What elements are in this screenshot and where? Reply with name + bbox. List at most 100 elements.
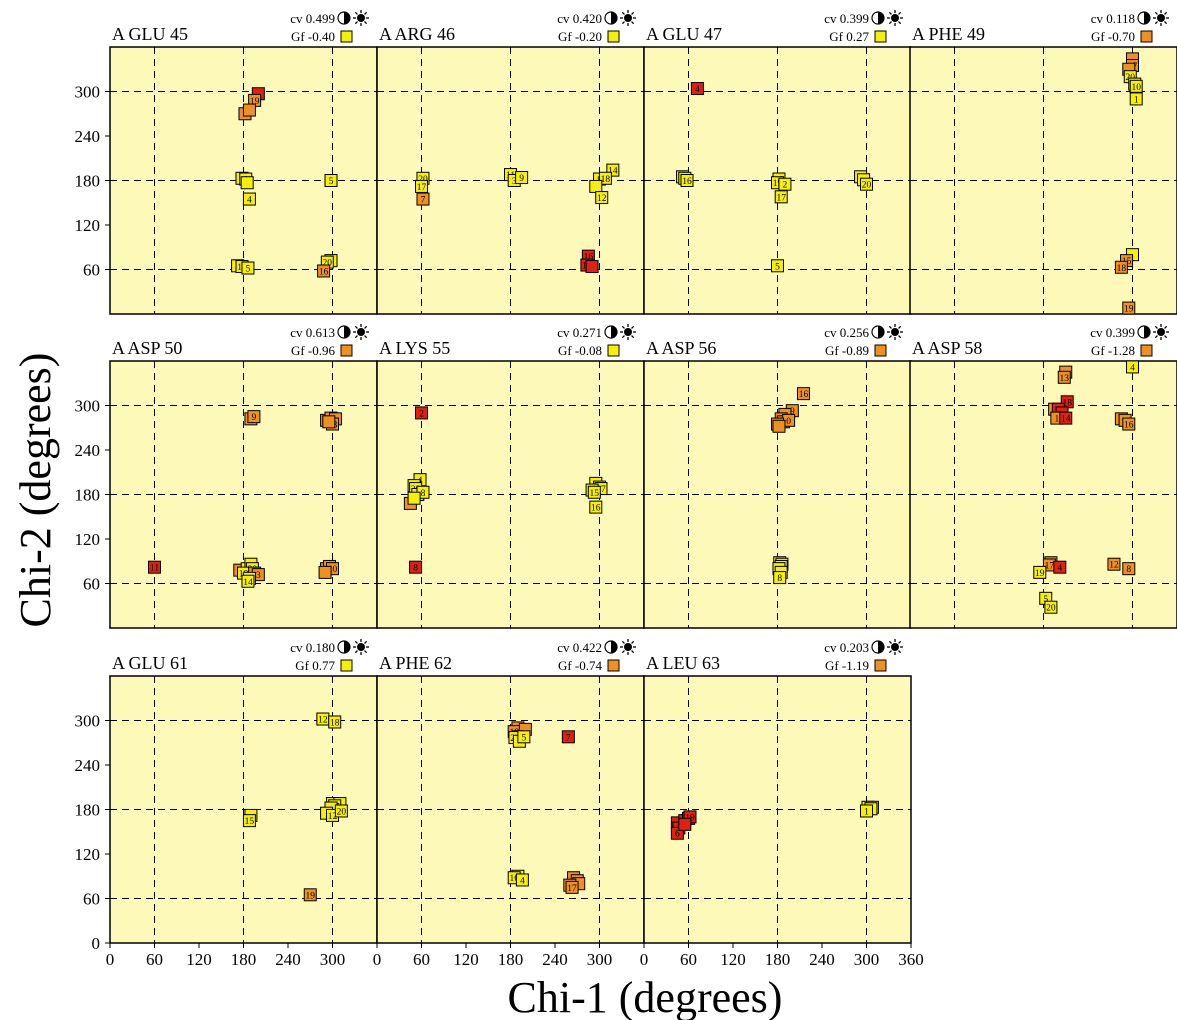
data-point-label: 8: [413, 564, 418, 574]
gf-value: Gf 0.27: [829, 29, 869, 44]
data-point: [1114, 260, 1128, 274]
sun-ray: [621, 640, 625, 644]
sun-icon: [1157, 328, 1165, 336]
y-tick-label: 60: [83, 890, 100, 909]
gf-value: Gf 0.77: [295, 658, 335, 673]
data-point-label: 17: [417, 183, 427, 193]
cv-value: cv 0.420: [557, 11, 602, 26]
data-point: [771, 259, 784, 273]
data-point-label: 1: [1134, 95, 1139, 105]
sun-ray: [621, 650, 625, 654]
panel-title: A LYS 55: [379, 338, 450, 358]
data-point-label: 15: [590, 489, 600, 499]
sun-ray: [898, 325, 902, 329]
gf-swatch: [874, 30, 887, 43]
y-tick-label: 180: [75, 172, 101, 191]
panel-title: A LEU 63: [646, 653, 720, 673]
data-point: [409, 560, 423, 574]
half-moon-icon: [611, 12, 617, 24]
panel-title: A ARG 46: [379, 24, 455, 44]
sun-icon: [891, 328, 899, 336]
data-point: [678, 817, 692, 831]
data-point: [772, 419, 786, 433]
gf-value: Gf -1.19: [825, 658, 869, 673]
sun-ray: [364, 11, 368, 15]
data-point-label: 8: [1126, 565, 1131, 575]
data-point-label: 4: [1057, 564, 1062, 574]
data-point-label: 18: [601, 175, 611, 185]
data-point: [241, 574, 255, 588]
x-tick-label: 0: [106, 950, 115, 969]
data-point-label: 20: [862, 181, 872, 191]
x-axis-label: Chi-1 (degrees): [508, 973, 783, 1020]
panel-title: A GLU 45: [112, 24, 188, 44]
cv-value: cv 0.180: [290, 640, 335, 655]
data-point-label: 18: [1117, 264, 1127, 274]
data-point: [860, 804, 873, 818]
data-point-label: 5: [521, 733, 526, 743]
sun-ray: [888, 11, 892, 15]
half-moon-icon: [878, 641, 884, 653]
data-point: [1107, 557, 1121, 571]
data-point-label: 13: [1060, 374, 1070, 384]
data-point: [318, 565, 332, 579]
sun-icon: [357, 14, 365, 22]
sun-ray: [354, 335, 358, 339]
data-point-label: 16: [319, 267, 329, 277]
sun-ray: [354, 640, 358, 644]
data-point-label: 16: [591, 504, 601, 514]
data-point-label: 7: [421, 196, 426, 206]
sun-ray: [621, 11, 625, 15]
data-point-label: 16: [509, 874, 519, 884]
data-point: [595, 191, 609, 205]
cv-value: cv 0.256: [824, 325, 869, 340]
data-point: [334, 804, 348, 818]
data-point-label: 20: [1046, 604, 1056, 614]
data-point-label: 12: [318, 716, 328, 726]
sun-ray: [898, 335, 902, 339]
data-point: [690, 82, 704, 96]
sun-icon: [891, 14, 899, 22]
gf-swatch: [607, 659, 620, 672]
cv-value: cv 0.271: [557, 325, 602, 340]
x-tick-label: 0: [373, 950, 382, 969]
sun-ray: [1154, 325, 1158, 329]
gf-swatch: [1140, 30, 1153, 43]
sun-ray: [888, 335, 892, 339]
gf-value: Gf -0.08: [558, 343, 602, 358]
gf-value: Gf -0.89: [825, 343, 869, 358]
data-point-label: 20: [418, 175, 428, 185]
data-point-label: 14: [243, 578, 253, 588]
data-point: [1033, 565, 1047, 579]
gf-value: Gf -0.40: [291, 29, 335, 44]
panel-title: A ASP 58: [912, 338, 982, 358]
data-point: [1044, 600, 1058, 614]
data-point-label: 5: [246, 265, 251, 275]
data-point-label: 19: [250, 97, 260, 107]
data-point: [774, 190, 788, 204]
data-point-label: 3: [256, 571, 261, 581]
data-point: [303, 888, 317, 902]
gf-swatch: [874, 659, 887, 672]
sun-ray: [364, 335, 368, 339]
data-point: [1126, 360, 1139, 374]
y-tick-label: 300: [75, 397, 101, 416]
gf-swatch: [607, 344, 620, 357]
panel-title: A ASP 56: [646, 338, 716, 358]
data-point: [240, 176, 254, 190]
data-point-label: 2: [783, 181, 788, 191]
data-point: [1122, 301, 1136, 315]
sun-ray: [1164, 21, 1168, 25]
x-tick-label: 180: [765, 950, 791, 969]
gf-swatch: [874, 344, 887, 357]
data-point: [322, 415, 336, 429]
sun-icon: [357, 643, 365, 651]
panel-title: A ASP 50: [112, 338, 182, 358]
data-point-label: 5: [775, 262, 780, 272]
data-point: [407, 491, 421, 505]
data-point: [587, 485, 601, 499]
data-point-label: 4: [1130, 363, 1135, 373]
